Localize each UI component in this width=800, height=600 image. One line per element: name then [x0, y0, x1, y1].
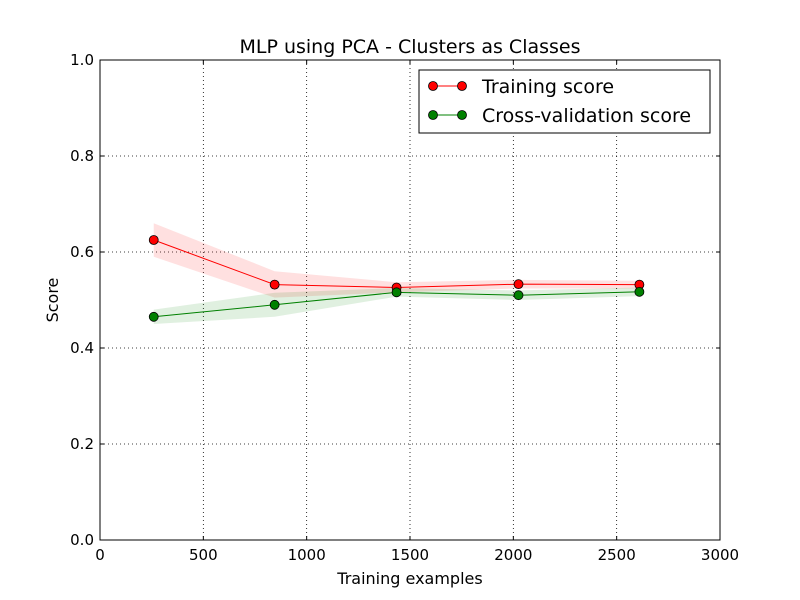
- x-tick-label: 500: [189, 546, 218, 564]
- legend-marker-cv: [428, 110, 438, 120]
- cv-score-point: [269, 299, 280, 310]
- cv-score-point: [513, 290, 524, 301]
- x-tick-label: 0: [95, 546, 105, 564]
- grid: [100, 60, 720, 540]
- x-tick-label: 3000: [701, 546, 739, 564]
- y-tick-label: 0.2: [70, 435, 94, 453]
- training-score-band: [153, 223, 640, 298]
- y-tick-label: 1.0: [70, 51, 94, 69]
- legend-box: [418, 69, 711, 134]
- legend-label-training: Training score: [481, 76, 614, 98]
- legend-marker-training: [428, 81, 438, 91]
- training-score-point: [269, 279, 280, 290]
- training-score-point: [148, 235, 159, 245]
- legend-marker-cv: [457, 110, 467, 120]
- cv-score-point: [634, 286, 645, 297]
- x-tick-label: 1000: [288, 546, 326, 564]
- x-axis-label: Training examples: [336, 569, 482, 588]
- axis-ticks: 0 500 1000 1500 2000 2500 3000 0.0 0.2 0.4 0.6 0.8 1…: [70, 51, 739, 564]
- legend-marker-training: [457, 81, 467, 91]
- legend: Training score Cross-validation score: [418, 69, 711, 134]
- y-tick-label: 0.8: [70, 147, 94, 165]
- x-tick-label: 2000: [494, 546, 532, 564]
- y-axis-label: Score: [43, 278, 62, 323]
- x-tick-label: 2500: [598, 546, 636, 564]
- y-tick-label: 0.6: [70, 243, 94, 261]
- cv-score-point: [391, 287, 402, 298]
- legend-label-cv: Cross-validation score: [482, 105, 691, 127]
- y-tick-label: 0.4: [70, 339, 94, 357]
- series-points: [148, 235, 645, 322]
- cv-score-point: [148, 311, 159, 322]
- x-tick-label: 1500: [391, 546, 429, 564]
- y-tick-label: 0.0: [70, 531, 94, 549]
- chart-title: MLP using PCA - Clusters as Classes: [239, 36, 580, 58]
- training-score-point: [513, 279, 524, 290]
